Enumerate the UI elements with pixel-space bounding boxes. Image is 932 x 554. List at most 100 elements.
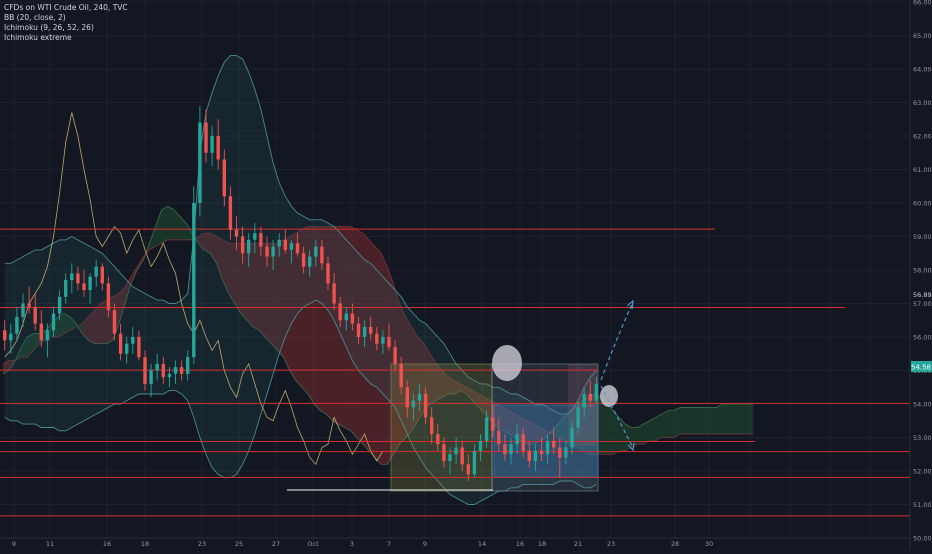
highlight-circle-small[interactable] bbox=[600, 385, 618, 407]
span-a-line bbox=[2, 206, 754, 465]
candle bbox=[430, 407, 434, 445]
candle-body bbox=[143, 357, 147, 384]
candle bbox=[381, 330, 385, 354]
x-tick-label: 11 bbox=[46, 540, 54, 548]
candle bbox=[179, 360, 184, 381]
x-tick-label: 3 bbox=[350, 540, 354, 548]
candle bbox=[27, 286, 31, 314]
candle bbox=[417, 383, 422, 411]
candle bbox=[39, 310, 43, 348]
candle-body bbox=[259, 233, 263, 247]
candle-body bbox=[118, 333, 123, 354]
candle bbox=[100, 263, 104, 291]
candle bbox=[45, 323, 50, 358]
candle bbox=[259, 226, 263, 257]
y-tick-label: 50.00 bbox=[913, 535, 932, 543]
candle-body bbox=[240, 236, 245, 254]
candle-body bbox=[356, 323, 361, 337]
price-axis[interactable]: 50.0051.0052.0053.0054.0055.0056.0057.00… bbox=[909, 0, 932, 550]
candle-body bbox=[533, 450, 538, 461]
candle-body bbox=[552, 440, 556, 448]
candle bbox=[106, 276, 111, 317]
candle-body bbox=[173, 367, 178, 374]
candle bbox=[393, 340, 397, 371]
range-box-left[interactable] bbox=[390, 363, 493, 492]
candles bbox=[3, 105, 599, 482]
candle bbox=[253, 223, 257, 254]
candle-body bbox=[576, 407, 580, 428]
x-tick-label: 18 bbox=[538, 540, 546, 548]
candle bbox=[3, 320, 7, 351]
candle bbox=[21, 293, 25, 327]
candle bbox=[228, 186, 233, 240]
candle-body bbox=[466, 464, 470, 475]
candle-body bbox=[478, 440, 483, 451]
candle bbox=[222, 149, 226, 207]
candle bbox=[423, 387, 428, 425]
x-tick-label: 16 bbox=[516, 540, 524, 548]
candle bbox=[295, 233, 300, 257]
candle-body bbox=[222, 159, 226, 197]
candle-body bbox=[399, 363, 403, 388]
candle-body bbox=[539, 450, 544, 455]
candle-body bbox=[509, 444, 513, 455]
x-tick-label: 9 bbox=[423, 540, 427, 548]
candle-body bbox=[100, 266, 104, 284]
x-tick-label: 14 bbox=[478, 540, 486, 548]
candle bbox=[369, 316, 373, 341]
candle-body bbox=[338, 303, 342, 321]
forecast-arrow-up[interactable] bbox=[600, 303, 633, 381]
bb-fill bbox=[4, 55, 597, 505]
candle bbox=[137, 330, 141, 361]
candle bbox=[460, 440, 464, 471]
candle-body bbox=[265, 246, 269, 257]
candle bbox=[503, 434, 507, 461]
candle-body bbox=[491, 417, 495, 431]
x-tick-label: 23 bbox=[198, 540, 206, 548]
legend-symbol[interactable]: CFDs on WTI Crude Oil, 240, TVC bbox=[4, 3, 128, 12]
candle-body bbox=[149, 370, 153, 384]
candle-body bbox=[497, 430, 501, 445]
legend-bb[interactable]: BB (20, close, 2) bbox=[4, 13, 66, 22]
candle-body bbox=[167, 373, 172, 378]
candle bbox=[478, 434, 483, 461]
candle bbox=[155, 353, 159, 381]
y-tick-label: 58.00 bbox=[913, 267, 932, 275]
candle-body bbox=[472, 450, 477, 475]
candle bbox=[283, 229, 287, 254]
legend-ichimoku-extreme[interactable]: Ichimoku extreme bbox=[4, 33, 72, 42]
x-tick-label: 27 bbox=[272, 540, 280, 548]
candle bbox=[356, 316, 361, 344]
candle-body bbox=[3, 330, 7, 341]
candle bbox=[399, 357, 403, 394]
candle bbox=[484, 410, 489, 448]
y-tick-label: 53.00 bbox=[913, 434, 932, 442]
y-tick-label: 66.00 bbox=[913, 0, 932, 7]
candle bbox=[350, 303, 355, 331]
candle-body bbox=[369, 326, 373, 334]
bb-upper-line bbox=[4, 55, 597, 415]
candle-body bbox=[192, 203, 196, 358]
candle-body bbox=[88, 276, 92, 291]
candle-body bbox=[64, 280, 68, 297]
candle bbox=[570, 420, 574, 455]
y-tick-label: 52.00 bbox=[913, 468, 932, 476]
candle-body bbox=[295, 243, 300, 254]
y-tick-label: 65.00 bbox=[913, 32, 932, 40]
y-tick-label: 61.00 bbox=[913, 166, 932, 174]
candle-body bbox=[51, 313, 56, 331]
candle-body bbox=[33, 306, 37, 324]
candle bbox=[497, 417, 501, 451]
range-box-mid[interactable] bbox=[491, 363, 599, 492]
y-tick-label: 57.00 bbox=[913, 300, 932, 308]
time-axis[interactable]: 9 11 16 18 23 25 27 Oct 3 7 9 14 16 18 21 23 28 30 bbox=[0, 537, 910, 548]
candle-body bbox=[417, 393, 422, 401]
candle-body bbox=[21, 303, 25, 317]
legend-ichimoku[interactable]: Ichimoku (9, 26, 52, 26) bbox=[4, 23, 94, 32]
highlight-circle-big[interactable] bbox=[492, 345, 522, 381]
candle bbox=[82, 270, 86, 297]
candle-body bbox=[484, 417, 489, 441]
